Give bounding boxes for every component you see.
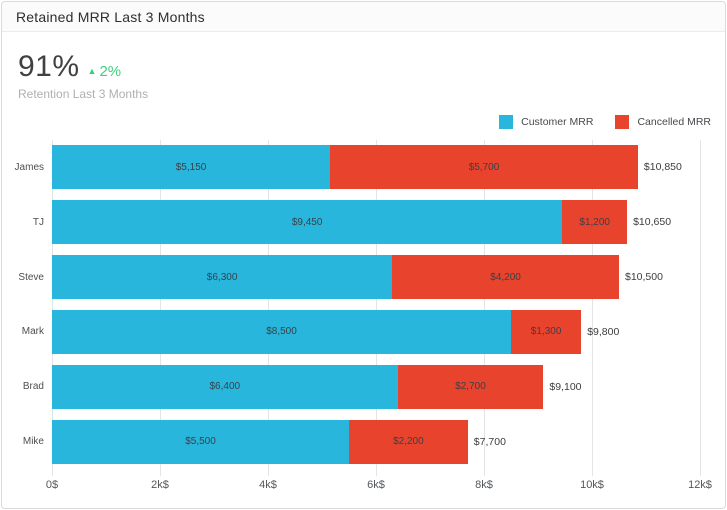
legend-item-cancelled-mrr[interactable]: Cancelled MRR xyxy=(615,115,711,129)
gridlines xyxy=(52,140,701,476)
segment-value-label: $5,500 xyxy=(185,436,216,448)
segment-value-label: $5,700 xyxy=(468,161,500,173)
legend-item-customer-mrr[interactable]: Customer MRR xyxy=(499,115,593,129)
plot-area: James $5,150 $5,700 $10,850 TJ $9,450 $1,200 $1… xyxy=(15,140,701,476)
x-axis-tick-label: 4k$ xyxy=(259,479,277,491)
customer-mrr-segment[interactable]: $5,500 xyxy=(52,419,349,464)
bar-total-label: $9,800 xyxy=(587,325,620,338)
x-axis-tick-label: 10k$ xyxy=(580,479,604,491)
bar-total-label: $7,700 xyxy=(473,435,506,448)
bar-row: Brad $6,400 $2,700 $9,100 xyxy=(23,359,700,414)
cancelled-mrr-swatch-icon xyxy=(615,115,630,129)
x-axis-tick-label: 2k$ xyxy=(151,479,169,491)
bar-total-label: $10,500 xyxy=(624,271,663,284)
category-label: Mike xyxy=(22,436,44,448)
kpi-subtitle: Retention Last 3 Months xyxy=(18,87,149,101)
x-axis-tick-label: 6k$ xyxy=(367,479,385,491)
category-label: Steve xyxy=(18,271,44,283)
gridline xyxy=(700,140,701,476)
gridline xyxy=(160,140,161,476)
cancelled-mrr-segment[interactable]: $2,200 xyxy=(349,419,468,464)
segment-value-label: $8,500 xyxy=(266,326,297,338)
stacked-bar-chart: James $5,150 $5,700 $10,850 TJ $9,450 $1,200 $1… xyxy=(2,140,725,495)
trend-up-icon: ▲ xyxy=(87,66,97,76)
segment-value-label: $2,700 xyxy=(455,381,486,393)
x-axis-tick-label: 8k$ xyxy=(475,479,493,491)
segment-value-label: $2,200 xyxy=(393,436,424,448)
gridline xyxy=(484,140,485,476)
cancelled-mrr-segment[interactable]: $5,700 xyxy=(330,145,638,190)
kpi-block: 91% ▲ 2% Retention Last 3 Months xyxy=(2,32,725,101)
gridline xyxy=(268,140,269,476)
kpi-delta: ▲ 2% xyxy=(88,63,122,80)
segment-value-label: $6,400 xyxy=(209,381,241,393)
customer-mrr-swatch-icon xyxy=(499,115,514,129)
customer-mrr-segment[interactable]: $6,300 xyxy=(52,255,393,300)
kpi-delta-value: 2% xyxy=(99,63,122,80)
category-label: Mark xyxy=(21,326,44,338)
legend-label: Cancelled MRR xyxy=(637,116,711,128)
bar-row: James $5,150 $5,700 $10,850 xyxy=(15,140,700,195)
x-axis-tick-label: 0$ xyxy=(45,479,59,491)
x-axis: 0$ 2k$ 4k$ 6k$ 8k$ 10k$ 12k$ xyxy=(46,471,712,495)
customer-mrr-segment[interactable]: $5,150 xyxy=(52,145,331,190)
bar-row: TJ $9,450 $1,200 $10,650 xyxy=(33,195,700,250)
customer-mrr-segment[interactable]: $9,450 xyxy=(52,200,563,245)
cancelled-mrr-segment[interactable]: $1,300 xyxy=(511,309,582,354)
kpi-value: 91% xyxy=(18,50,80,83)
customer-mrr-segment[interactable]: $6,400 xyxy=(52,364,398,409)
bar-total-label: $9,100 xyxy=(549,380,582,393)
gridline xyxy=(52,140,53,476)
category-label: James xyxy=(14,161,44,173)
segment-value-label: $1,200 xyxy=(579,216,610,228)
cancelled-mrr-segment[interactable]: $4,200 xyxy=(392,255,619,300)
segment-value-label: $6,300 xyxy=(206,271,238,283)
segment-value-label: $5,150 xyxy=(175,161,207,173)
category-label: Brad xyxy=(22,381,44,393)
bar-total-label: $10,850 xyxy=(643,161,682,174)
category-label: TJ xyxy=(32,216,44,228)
x-axis-tick-label: 12k$ xyxy=(688,479,712,491)
gridline xyxy=(376,140,377,476)
customer-mrr-segment[interactable]: $8,500 xyxy=(52,309,511,354)
bar-total-label: $10,650 xyxy=(633,216,672,229)
segment-value-label: $1,300 xyxy=(530,326,562,338)
page-title: Retained MRR Last 3 Months xyxy=(16,8,205,25)
bar-row: Mark $8,500 $1,300 $9,800 xyxy=(22,304,700,359)
gridline xyxy=(592,140,593,476)
bar-row: Steve $6,300 $4,200 $10,500 xyxy=(18,250,700,305)
chart-legend: Customer MRR Cancelled MRR xyxy=(2,115,711,129)
cancelled-mrr-segment[interactable]: $1,200 xyxy=(562,200,628,245)
cancelled-mrr-segment[interactable]: $2,700 xyxy=(397,364,544,409)
segment-value-label: $4,200 xyxy=(490,271,521,283)
bar-row: Mike $5,500 $2,200 $7,700 xyxy=(23,414,700,469)
legend-label: Customer MRR xyxy=(521,116,594,128)
segment-value-label: $9,450 xyxy=(291,216,323,228)
card-header: Retained MRR Last 3 Months xyxy=(2,2,725,32)
